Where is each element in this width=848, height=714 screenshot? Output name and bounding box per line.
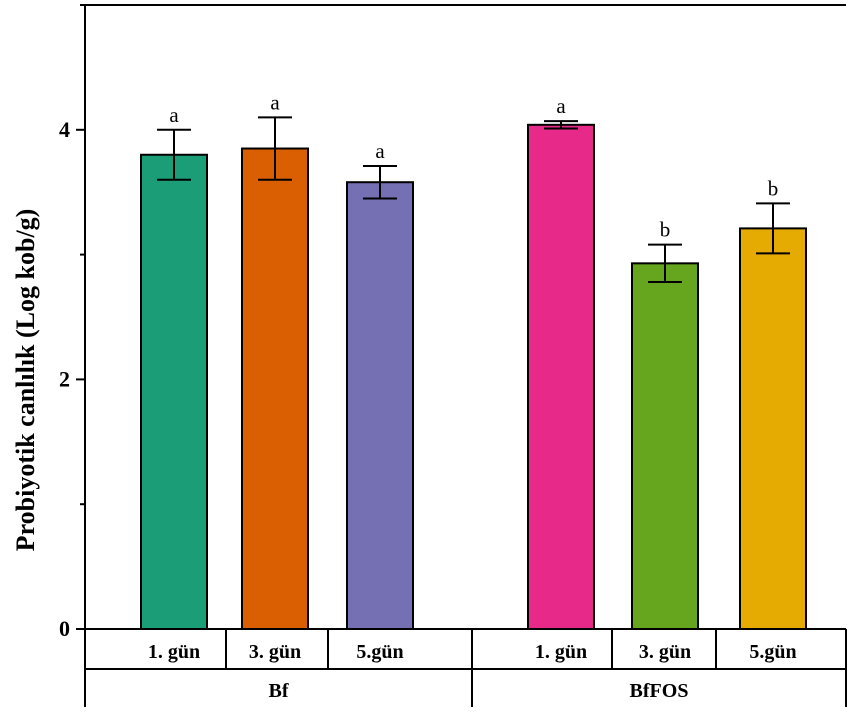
- x-axis-category-table: 1. gün 3. gün 5.gün Bf 1. gün 3. gün 5.gün BfFO…: [84, 629, 847, 707]
- y-tick-label: 4: [59, 117, 70, 142]
- group-label: BfFOS: [630, 680, 689, 702]
- significance-label: a: [270, 90, 280, 114]
- y-axis: 0 2 4: [59, 4, 846, 641]
- category-label: 5.gün: [749, 641, 796, 663]
- y-axis-label: Probiyotik canlılık (Log kob/g): [11, 209, 40, 552]
- bar: [527, 123, 595, 630]
- category-label: 3. gün: [249, 641, 301, 663]
- category-label: 1. gün: [535, 641, 587, 663]
- bar: [241, 147, 309, 631]
- bars: a a a a b b: [140, 90, 807, 631]
- significance-label: b: [660, 218, 671, 242]
- category-label: 1. gün: [148, 641, 200, 663]
- significance-label: a: [169, 103, 179, 127]
- group-label: Bf: [269, 680, 289, 702]
- bar: [346, 181, 414, 630]
- category-label: 5.gün: [356, 641, 403, 663]
- significance-label: b: [768, 176, 779, 200]
- significance-label: a: [556, 94, 566, 118]
- bar: [739, 227, 807, 630]
- bar: [631, 262, 699, 630]
- y-tick-label: 2: [59, 366, 70, 391]
- category-label: 3. gün: [639, 641, 691, 663]
- significance-label: a: [375, 139, 385, 163]
- bar: [140, 153, 208, 630]
- y-tick-label: 0: [59, 616, 70, 641]
